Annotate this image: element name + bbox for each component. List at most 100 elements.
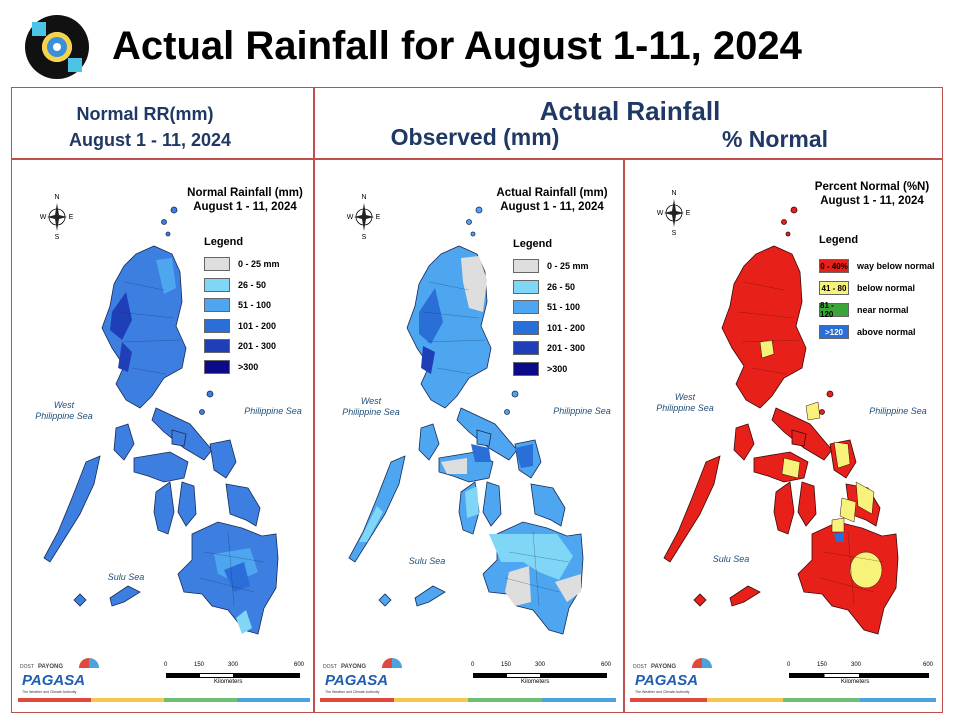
philippine-sea-label: Philippine Sea bbox=[244, 406, 302, 416]
legend-swatch bbox=[513, 320, 539, 335]
actual-rainfall-header: Actual Rainfall bbox=[539, 96, 721, 126]
actual-rainfall-panel: Actual Rainfall (mm) August 1 - 11, 2024… bbox=[315, 162, 621, 710]
legend-swatch bbox=[513, 279, 539, 294]
legend-item: 51 - 100 bbox=[513, 299, 580, 315]
stripe-segment bbox=[859, 698, 936, 702]
stripe-segment bbox=[237, 698, 310, 702]
percent-normal-map bbox=[663, 206, 899, 635]
west-philippine-sea-label: West Philippine Sea bbox=[342, 396, 400, 417]
legend-swatch bbox=[204, 298, 230, 312]
bottom-stripe bbox=[630, 698, 936, 702]
svg-text:S: S bbox=[55, 234, 60, 240]
legend-item: >300 bbox=[204, 359, 258, 375]
legend-swatch bbox=[513, 300, 539, 314]
scale-bar: 0 150 300 600 Kilometers bbox=[787, 662, 934, 685]
legend-item: 0 - 25 mm bbox=[513, 258, 589, 274]
content-frame bbox=[11, 87, 943, 713]
stripe-segment bbox=[630, 698, 707, 702]
map-title-line1: Actual Rainfall (mm) bbox=[496, 187, 608, 199]
stripe-segment bbox=[783, 698, 860, 702]
west-philippine-sea-label: West Philippine Sea bbox=[35, 400, 93, 421]
umbrella-icon bbox=[382, 658, 402, 668]
legend-title: Legend bbox=[819, 234, 859, 246]
legend-label: below normal bbox=[857, 283, 916, 293]
actual-rainfall-map bbox=[348, 206, 584, 635]
svg-text:S: S bbox=[362, 234, 367, 240]
legend-item: 26 - 50 bbox=[204, 277, 266, 293]
svg-text:W: W bbox=[347, 214, 354, 221]
legend-label: 26 - 50 bbox=[238, 279, 267, 290]
sulu-sea-label: Sulu Sea bbox=[408, 556, 446, 566]
legend-label: above normal bbox=[857, 327, 916, 337]
legend-title: Legend bbox=[204, 236, 244, 248]
legend-swatch bbox=[204, 318, 230, 333]
legend-item: 201 - 300 bbox=[204, 338, 276, 354]
legend-swatch: 0 - 40% bbox=[819, 259, 849, 273]
legend-item: 101 - 200 bbox=[204, 318, 276, 334]
legend-list: 0 - 25 mm 26 - 50 51 - 100 101 - 200 201 - 3… bbox=[513, 258, 617, 384]
svg-text:N: N bbox=[54, 194, 59, 201]
legend-swatch bbox=[204, 359, 230, 374]
compass-rose-icon: N S W E bbox=[40, 194, 74, 240]
legend-label: 51 - 100 bbox=[547, 302, 581, 312]
legend-label: 101 - 200 bbox=[547, 322, 586, 333]
normal-header-line1: Normal RR(mm) bbox=[76, 104, 214, 124]
legend-item: 41 - 80 below normal bbox=[819, 280, 915, 296]
payong-pagasa-logo: DOST PAYONG PAGASA The Weather and Clima… bbox=[633, 658, 713, 698]
normal-rainfall-map bbox=[43, 206, 279, 635]
page-title: Actual Rainfall for August 1-11, 2024 bbox=[112, 24, 802, 68]
svg-text:E: E bbox=[686, 210, 691, 217]
svg-text:W: W bbox=[657, 210, 664, 217]
percent-normal-panel: Percent Normal (%N) August 1 - 11, 2024 … bbox=[625, 162, 941, 710]
legend-item: 201 - 300 bbox=[513, 340, 585, 356]
map-title-line2: August 1 - 11, 2024 bbox=[193, 201, 297, 213]
west-philippine-sea-label: West Philippine Sea bbox=[656, 392, 714, 413]
legend-list: 0 - 40% way below normal 41 - 80 below norm… bbox=[819, 258, 939, 348]
stripe-segment bbox=[706, 698, 783, 702]
legend-list: 0 - 25 mm 26 - 50 51 - 100 101 - 200 201 - 3… bbox=[204, 256, 308, 382]
scale-bar: 0 150 300 600 Kilometers bbox=[164, 662, 305, 685]
scale-bar: 0 150 300 600 Kilometers bbox=[471, 662, 612, 685]
observed-header: Observed (mm) bbox=[390, 124, 560, 150]
sulu-sea-label: Sulu Sea bbox=[712, 554, 750, 564]
svg-text:S: S bbox=[672, 230, 677, 236]
legend-item: >120 above normal bbox=[819, 324, 916, 340]
philippine-sea-label: Philippine Sea bbox=[869, 406, 927, 416]
legend-swatch bbox=[204, 257, 230, 271]
svg-text:N: N bbox=[361, 194, 366, 201]
payong-pagasa-logo: DOST PAYONG PAGASA The Weather and Clima… bbox=[20, 658, 100, 698]
legend-label: 101 - 200 bbox=[238, 320, 277, 331]
stripe-segment bbox=[18, 698, 91, 702]
legend-item: 81 - 120 near normal bbox=[819, 301, 909, 319]
pagasa-logo bbox=[25, 15, 89, 79]
svg-text:E: E bbox=[69, 214, 74, 221]
normal-header-line2: August 1 - 11, 2024 bbox=[68, 130, 232, 150]
percent-normal-header: % Normal bbox=[721, 126, 829, 152]
legend-swatch bbox=[513, 341, 539, 355]
header-divider bbox=[12, 158, 942, 160]
legend-label: near normal bbox=[857, 305, 909, 315]
stripe-segment bbox=[468, 698, 542, 702]
normal-rainfall-panel: Normal Rainfall (mm) August 1 - 11, 2024… bbox=[14, 162, 312, 710]
legend-label: >300 bbox=[238, 361, 259, 372]
legend-swatch bbox=[204, 339, 230, 353]
legend-item: 101 - 200 bbox=[513, 320, 585, 336]
legend-label: 0 - 25 mm bbox=[547, 261, 589, 271]
legend-item: 0 - 40% way below normal bbox=[819, 258, 935, 274]
legend-label: 51 - 100 bbox=[238, 300, 272, 310]
stripe-segment bbox=[394, 698, 468, 702]
legend-swatch bbox=[513, 259, 539, 273]
legend-label: 26 - 50 bbox=[547, 281, 576, 292]
philippine-sea-label: Philippine Sea bbox=[553, 406, 611, 416]
stripe-segment bbox=[164, 698, 237, 702]
legend-item: 0 - 25 mm bbox=[204, 256, 280, 272]
bottom-stripe bbox=[18, 698, 310, 702]
legend-title: Legend bbox=[513, 238, 553, 250]
legend-label: 201 - 300 bbox=[547, 343, 586, 353]
stripe-segment bbox=[542, 698, 616, 702]
divider-1 bbox=[313, 88, 315, 712]
divider-2 bbox=[623, 159, 625, 712]
legend-label: >300 bbox=[547, 363, 568, 374]
map-title-line2: August 1 - 11, 2024 bbox=[500, 201, 604, 213]
legend-swatch bbox=[204, 277, 230, 292]
